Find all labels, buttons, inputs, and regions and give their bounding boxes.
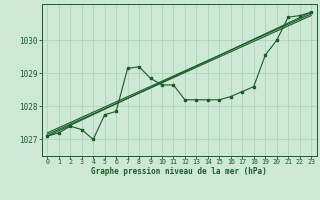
X-axis label: Graphe pression niveau de la mer (hPa): Graphe pression niveau de la mer (hPa) — [91, 167, 267, 176]
